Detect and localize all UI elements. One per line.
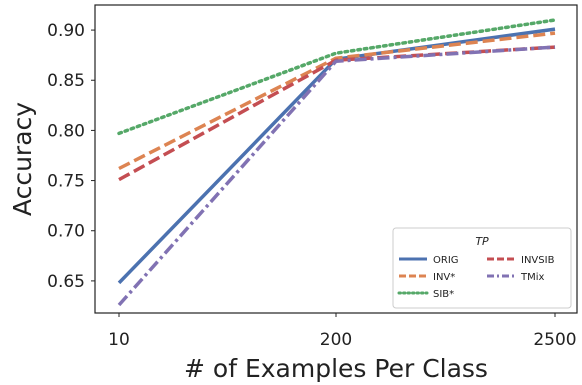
legend-label: SIB*: [433, 289, 454, 300]
y-tick-label: 0.90: [47, 21, 85, 41]
legend-label: INV*: [433, 272, 455, 283]
x-tick-label: 10: [108, 330, 130, 350]
y-tick-label: 0.70: [47, 222, 85, 242]
x-tick-label: 200: [320, 330, 352, 350]
series-line-inv: [118, 31, 556, 171]
legend-label: ORIG: [433, 255, 459, 266]
y-tick-label: 0.75: [47, 172, 85, 192]
x-tick-label: 2500: [533, 330, 576, 350]
legend-title: TP: [475, 235, 489, 248]
series-lines: [117, 18, 557, 307]
y-tick-label: 0.85: [47, 71, 85, 91]
series-line-sib: [117, 18, 557, 136]
x-axis-label: # of Examples Per Class: [184, 354, 488, 383]
legend: TP ORIG INV* SIB* INVSIB TMix: [392, 227, 572, 309]
y-axis: 0.65 0.70 0.75 0.80 0.85 0.90: [47, 21, 95, 292]
legend-box: [392, 227, 572, 309]
y-tick-label: 0.65: [47, 272, 85, 292]
legend-label: INVSIB: [521, 255, 555, 266]
y-tick-label: 0.80: [47, 121, 85, 141]
y-axis-label: Accuracy: [8, 102, 37, 216]
x-axis: 10 200 2500: [108, 313, 577, 350]
legend-label: TMix: [520, 272, 545, 283]
legend-entries: ORIG INV* SIB* INVSIB TMix: [397, 255, 555, 300]
series-line-tmix: [117, 45, 556, 307]
